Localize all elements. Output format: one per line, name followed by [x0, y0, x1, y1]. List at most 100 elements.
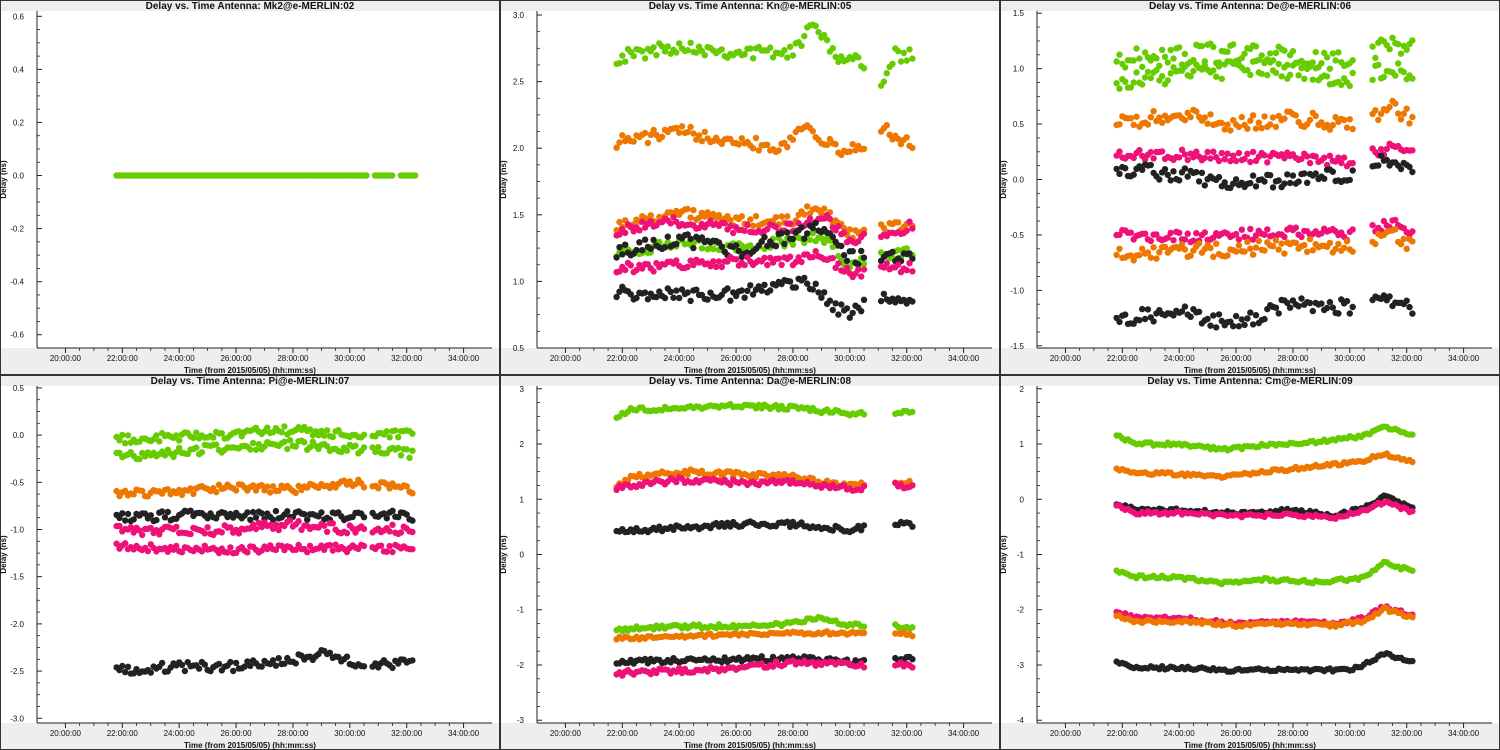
data-point: [1264, 226, 1271, 233]
data-point: [1161, 166, 1169, 173]
data-point: [909, 144, 916, 152]
x-axis-label: Time (from 2015/05/05) (hh:mm:ss): [684, 366, 816, 375]
panel-axis-bar: [0, 723, 500, 750]
data-point: [1329, 168, 1337, 175]
data-point: [693, 286, 700, 293]
data-point: [1343, 297, 1351, 305]
data-point: [1261, 315, 1268, 323]
data-point: [1301, 241, 1308, 249]
data-point: [860, 664, 868, 671]
series-3: [613, 474, 916, 494]
data-point: [1335, 154, 1342, 161]
series-1: [613, 400, 916, 421]
data-point: [389, 548, 396, 556]
data-point: [806, 215, 814, 222]
data-point: [718, 263, 725, 271]
data-point: [784, 213, 791, 220]
data-point: [840, 252, 848, 259]
x-tick-label: 34:00:00: [948, 729, 980, 738]
data-point: [1207, 155, 1214, 162]
series-7: [613, 248, 916, 281]
data-point: [178, 661, 186, 669]
data-point: [855, 266, 862, 273]
data-point: [1139, 63, 1146, 71]
data-point: [895, 246, 902, 254]
data-point: [1139, 305, 1146, 313]
data-point: [1267, 121, 1274, 128]
data-point: [218, 529, 225, 536]
data-point: [1133, 113, 1140, 120]
data-point: [1338, 81, 1345, 89]
data-point: [281, 660, 288, 667]
data-point: [173, 523, 180, 530]
data-point: [684, 471, 691, 478]
data-point: [1201, 61, 1209, 69]
x-tick-label: 30:00:00: [834, 729, 866, 738]
plot-area: [537, 11, 992, 348]
data-point: [676, 294, 683, 302]
data-point: [1130, 171, 1137, 178]
data-point: [1198, 169, 1206, 176]
data-point: [1156, 176, 1163, 183]
data-point: [1298, 64, 1305, 72]
data-point: [258, 482, 265, 489]
data-point: [187, 530, 194, 538]
data-point: [1323, 121, 1331, 129]
data-point: [1158, 73, 1166, 80]
data-point: [661, 294, 669, 302]
data-point: [1340, 116, 1348, 124]
data-point: [786, 253, 794, 260]
data-point: [386, 434, 393, 441]
y-tick-label: -1: [1017, 551, 1025, 560]
data-point: [1332, 57, 1339, 64]
data-point: [1190, 56, 1197, 64]
y-tick-label: -4: [1017, 716, 1025, 725]
data-point: [1295, 178, 1302, 185]
panel-title-bar: [500, 0, 1000, 11]
data-point: [792, 258, 799, 266]
data-point: [1193, 108, 1200, 115]
data-point: [809, 224, 816, 232]
series-4: [113, 507, 416, 525]
data-point: [1323, 73, 1331, 80]
data-point: [1224, 121, 1231, 128]
data-point: [1372, 54, 1379, 62]
data-point: [764, 225, 771, 233]
data-point: [267, 489, 274, 496]
data-point: [1406, 303, 1413, 311]
data-point: [1292, 224, 1300, 231]
data-points: [1113, 423, 1416, 675]
panel-border: [500, 0, 1000, 375]
x-tick-label: 34:00:00: [448, 729, 480, 738]
data-point: [1409, 37, 1416, 44]
data-point: [1193, 148, 1200, 155]
data-point: [1286, 179, 1294, 187]
data-point: [409, 490, 416, 497]
data-point: [409, 546, 416, 553]
y-tick-label: 1.5: [513, 211, 525, 220]
data-point: [1164, 77, 1172, 84]
panel-3: Delay vs. Time Antenna: De@e-MERLIN:06 20…: [999, 0, 1500, 375]
data-point: [1335, 310, 1342, 317]
data-point: [389, 507, 396, 514]
data-point: [1252, 232, 1260, 239]
data-point: [252, 514, 260, 521]
data-point: [249, 482, 257, 489]
panel-title-bar: [1000, 375, 1500, 386]
data-point: [650, 126, 657, 134]
data-point: [1122, 165, 1129, 172]
data-point: [718, 243, 725, 250]
data-point: [895, 261, 902, 268]
x-tick-label: 30:00:00: [834, 354, 866, 363]
data-point: [792, 284, 799, 291]
data-point: [1409, 657, 1416, 665]
data-point: [1207, 244, 1214, 252]
data-point: [1187, 313, 1194, 320]
data-point: [1158, 46, 1166, 53]
panel-6: Delay vs. Time Antenna: Cm@e-MERLIN:0920…: [999, 375, 1500, 750]
series-3: [613, 203, 916, 242]
data-point: [741, 51, 748, 58]
data-point: [1249, 148, 1257, 156]
data-point: [1272, 304, 1280, 311]
data-point: [1377, 152, 1385, 159]
